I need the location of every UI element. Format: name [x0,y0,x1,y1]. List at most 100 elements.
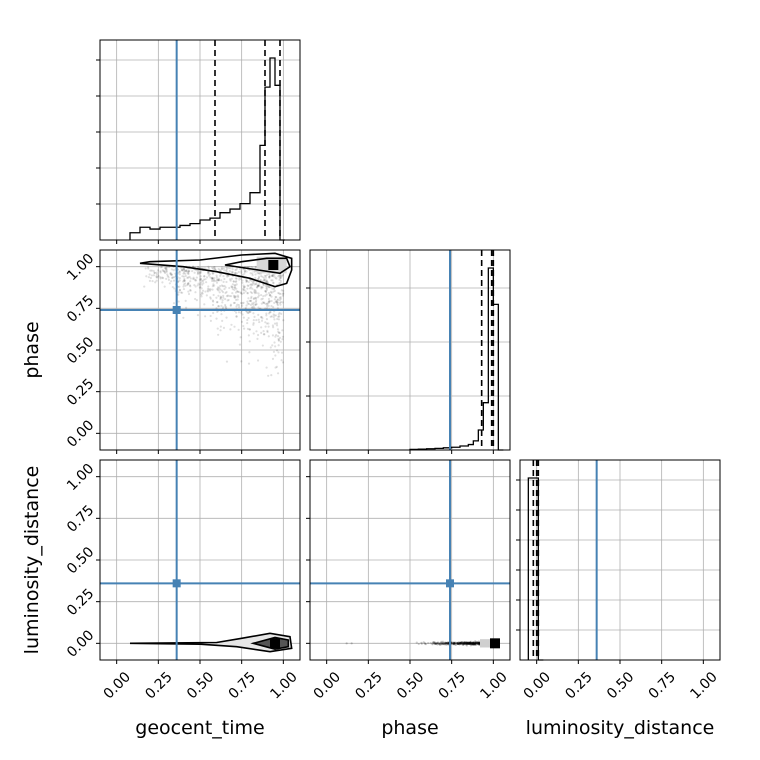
scatter-point [469,642,472,646]
scatter-point [221,301,224,304]
scatter-point [474,641,478,644]
scatter-point [275,349,279,352]
scatter-point [467,641,470,645]
scatter-point [241,281,244,284]
scatter-point [234,295,238,298]
xlabel-luminosity-distance: luminosity_distance [526,717,715,739]
scatter-point [227,267,230,270]
scatter-point [278,301,282,305]
scatter-point [220,313,223,316]
scatter-point [253,307,256,310]
scatter-point [259,278,262,282]
scatter-point [234,280,237,284]
scatter-point [148,273,151,276]
scatter-point [462,641,465,644]
scatter-point [467,642,470,645]
scatter-point [199,277,202,280]
scatter-point [217,289,220,292]
scatter-point [205,276,209,279]
scatter-point [476,641,479,644]
scatter-point [472,642,475,645]
scatter-point [281,273,285,277]
scatter-point [275,300,278,303]
scatter-point [276,298,279,301]
scatter-point [242,287,245,291]
scatter-point [219,285,222,288]
scatter-point [477,642,480,645]
scatter-point [227,298,230,302]
scatter-point [217,279,220,282]
scatter-point [215,281,219,284]
scatter-point [257,284,260,287]
scatter-point [240,270,243,273]
scatter-point [194,297,197,301]
scatter-point [221,306,225,309]
scatter-point [211,288,214,291]
scatter-point [250,291,254,295]
scatter-point [234,291,238,294]
scatter-point [272,306,275,309]
scatter-point [273,318,276,321]
scatter-point [473,642,476,645]
scatter-point [249,299,253,302]
scatter-point [266,302,269,305]
scatter-point [466,642,469,645]
scatter-point [261,301,265,304]
scatter-point [162,269,165,273]
scatter-point [218,286,221,290]
scatter-point [263,278,266,281]
scatter-point [255,302,258,306]
x-tick-label: 0.50 [184,669,217,702]
scatter-point [237,311,241,314]
scatter-point [270,304,273,308]
scatter-point [463,642,466,645]
scatter-point [213,277,216,280]
scatter-point [182,272,185,275]
scatter-point [254,269,257,273]
scatter-point [279,274,282,277]
scatter-point [189,280,192,283]
scatter-point [257,292,260,295]
scatter-point [251,287,254,290]
scatter-point [458,642,462,645]
scatter-point [237,305,241,309]
scatter-point [234,268,237,272]
scatter-point [278,315,281,318]
scatter-point [268,276,271,279]
scatter-point [272,281,275,284]
scatter-point [243,327,246,330]
scatter-point [201,283,204,286]
scatter-point [253,290,256,294]
scatter-point [206,290,210,293]
scatter-point [169,273,172,276]
scatter-point [255,291,258,295]
scatter-point [468,642,471,645]
scatter-point [235,280,238,283]
scatter-point [279,273,282,276]
scatter-point [270,299,273,303]
scatter-point [235,315,238,318]
scatter-point [199,285,202,289]
scatter-point [208,288,211,291]
x-tick-label: 0.00 [311,669,344,702]
scatter-point [474,642,477,645]
scatter-point [266,307,269,310]
scatter-point [279,300,283,304]
scatter-point [187,290,190,293]
scatter-point [267,285,271,289]
scatter-point [253,297,256,300]
scatter-point [217,278,220,281]
scatter-point [257,278,260,281]
scatter-point [255,286,259,289]
scatter-point [443,642,447,645]
scatter-point [252,281,255,284]
scatter-point [260,298,263,301]
scatter-point [188,284,192,287]
scatter-point [463,641,466,645]
scatter-point [198,271,202,274]
scatter-point [231,292,234,295]
scatter-point [440,642,443,645]
scatter-point [191,269,194,273]
scatter-point [455,643,458,646]
scatter-point [458,642,462,645]
